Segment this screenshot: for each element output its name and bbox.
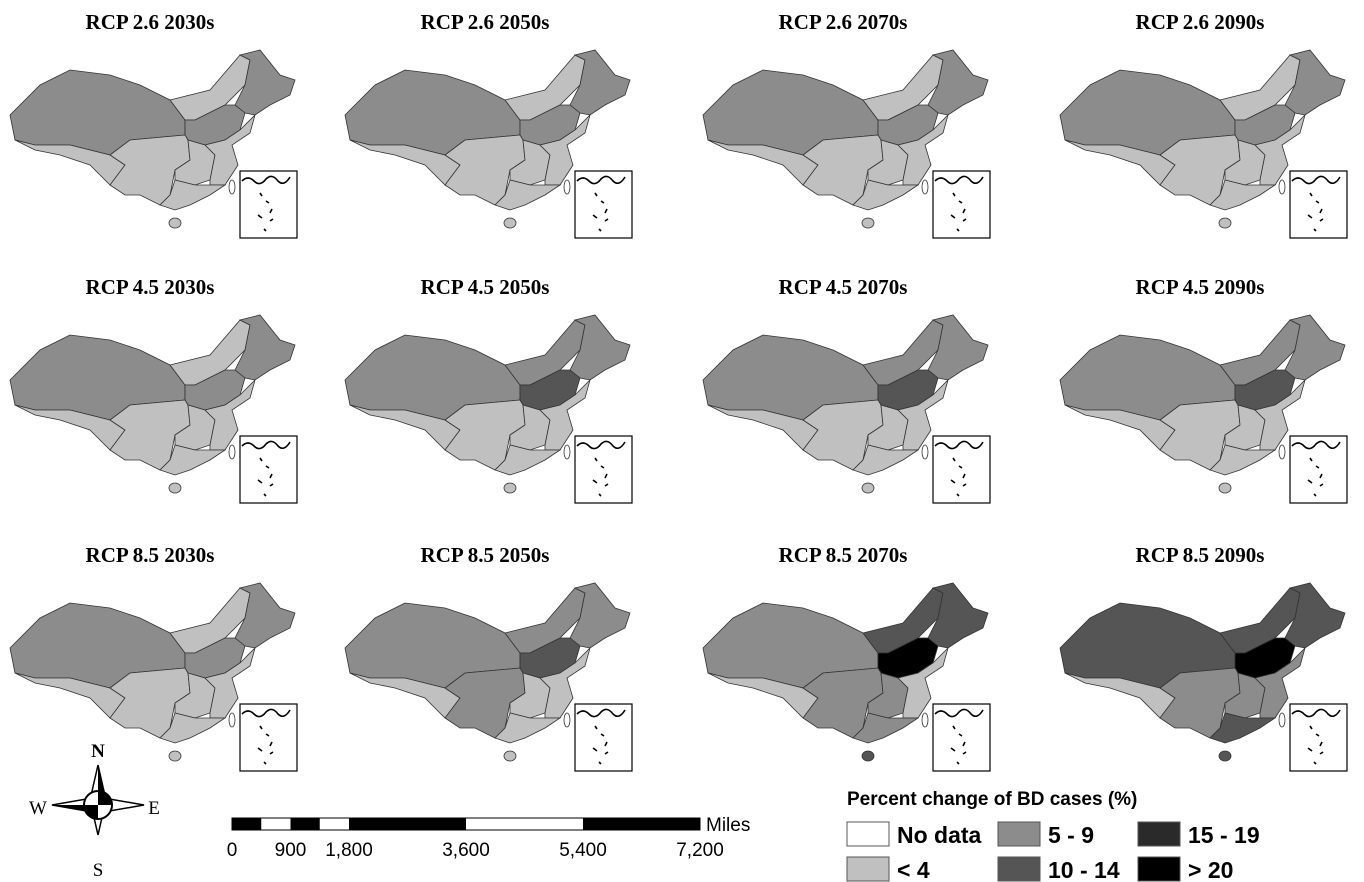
- inset-box: [1290, 436, 1347, 503]
- panel-title: RCP 8.5 2050s: [421, 543, 550, 567]
- legend-swatch: [998, 857, 1040, 881]
- inset-box: [575, 171, 632, 238]
- panel-title: RCP 8.5 2090s: [1136, 543, 1265, 567]
- region: [862, 483, 874, 493]
- map-panel: RCP 8.5 2050s: [345, 543, 632, 771]
- legend-label: 10 - 14: [1048, 857, 1120, 882]
- inset-box: [240, 436, 297, 503]
- region: [169, 751, 181, 761]
- scale-segment: [583, 818, 700, 830]
- region: [504, 218, 516, 228]
- region: [169, 483, 181, 493]
- island: [922, 445, 928, 459]
- map-panel: RCP 8.5 2070s: [703, 543, 990, 771]
- map-panel: RCP 8.5 2090s: [1060, 543, 1347, 771]
- compass: N W E S: [29, 741, 160, 881]
- inset-box: [240, 171, 297, 238]
- panel-title: RCP 4.5 2070s: [779, 275, 908, 299]
- panel-title: RCP 2.6 2090s: [1136, 10, 1265, 34]
- inset-box: [575, 704, 632, 771]
- map-panel: RCP 2.6 2050s: [345, 10, 632, 238]
- scale-label: 900: [275, 840, 307, 861]
- legend-swatch: [1138, 857, 1180, 881]
- map-panel: RCP 4.5 2090s: [1060, 275, 1347, 503]
- island: [564, 445, 570, 459]
- legend-label: 15 - 19: [1188, 822, 1260, 848]
- legend: Percent change of BD cases (%) No data 5 …: [847, 789, 1260, 882]
- legend-swatch: [998, 822, 1040, 846]
- map-panel: RCP 8.5 2030s: [10, 543, 297, 771]
- compass-e: E: [148, 798, 160, 819]
- island: [1279, 180, 1285, 194]
- map-panel: RCP 2.6 2070s: [703, 10, 990, 238]
- panel-title: RCP 4.5 2030s: [86, 275, 215, 299]
- region: [169, 218, 181, 228]
- island: [1279, 713, 1285, 727]
- island: [229, 713, 235, 727]
- region: [504, 751, 516, 761]
- island: [564, 713, 570, 727]
- scale-segment: [232, 818, 261, 830]
- legend-label: 5 - 9: [1048, 822, 1094, 848]
- scale-label: 5,400: [559, 840, 607, 861]
- legend-title: Percent change of BD cases (%): [847, 789, 1137, 810]
- inset-box: [933, 704, 990, 771]
- region: [1219, 483, 1231, 493]
- scale-label: 0: [227, 840, 238, 861]
- island: [229, 180, 235, 194]
- island: [1279, 445, 1285, 459]
- compass-n: N: [91, 741, 105, 762]
- scale-label: 7,200: [676, 840, 724, 861]
- island: [229, 445, 235, 459]
- map-panel: RCP 4.5 2030s: [10, 275, 297, 503]
- figure: N W E S 0 900 1,800 3,600 5,400 7,200 Miles Pe…: [0, 0, 1364, 882]
- island: [922, 180, 928, 194]
- scale-label: 1,800: [325, 840, 373, 861]
- region: [1219, 751, 1231, 761]
- panel-title: RCP 4.5 2090s: [1136, 275, 1265, 299]
- panel-title: RCP 2.6 2070s: [779, 10, 908, 34]
- region: [504, 483, 516, 493]
- legend-swatch: [847, 822, 889, 846]
- map-panel: RCP 4.5 2070s: [703, 275, 990, 503]
- inset-box: [1290, 704, 1347, 771]
- panel-title: RCP 2.6 2050s: [421, 10, 550, 34]
- legend-label: < 4: [897, 857, 930, 882]
- compass-w: W: [29, 798, 47, 819]
- inset-box: [933, 436, 990, 503]
- scale-segment: [349, 818, 466, 830]
- panel-title: RCP 4.5 2050s: [421, 275, 550, 299]
- region: [862, 751, 874, 761]
- compass-s: S: [93, 860, 104, 881]
- legend-swatch: [1138, 822, 1180, 846]
- island: [564, 180, 570, 194]
- legend-label: No data: [897, 822, 982, 848]
- region: [1219, 218, 1231, 228]
- island: [922, 713, 928, 727]
- inset-box: [1290, 171, 1347, 238]
- map-panel: RCP 2.6 2090s: [1060, 10, 1347, 238]
- inset-box: [933, 171, 990, 238]
- map-panel: RCP 4.5 2050s: [345, 275, 632, 503]
- scale-unit: Miles: [706, 815, 750, 836]
- panel-title: RCP 8.5 2030s: [86, 543, 215, 567]
- panel-title: RCP 8.5 2070s: [779, 543, 908, 567]
- scale-bar: 0 900 1,800 3,600 5,400 7,200 Miles: [227, 815, 751, 861]
- inset-box: [575, 436, 632, 503]
- scale-segment: [291, 818, 320, 830]
- region: [862, 218, 874, 228]
- scale-label: 3,600: [442, 840, 490, 861]
- inset-box: [240, 704, 297, 771]
- panel-title: RCP 2.6 2030s: [86, 10, 215, 34]
- legend-swatch: [847, 857, 889, 881]
- legend-label: > 20: [1188, 857, 1233, 882]
- map-panel: RCP 2.6 2030s: [10, 10, 297, 238]
